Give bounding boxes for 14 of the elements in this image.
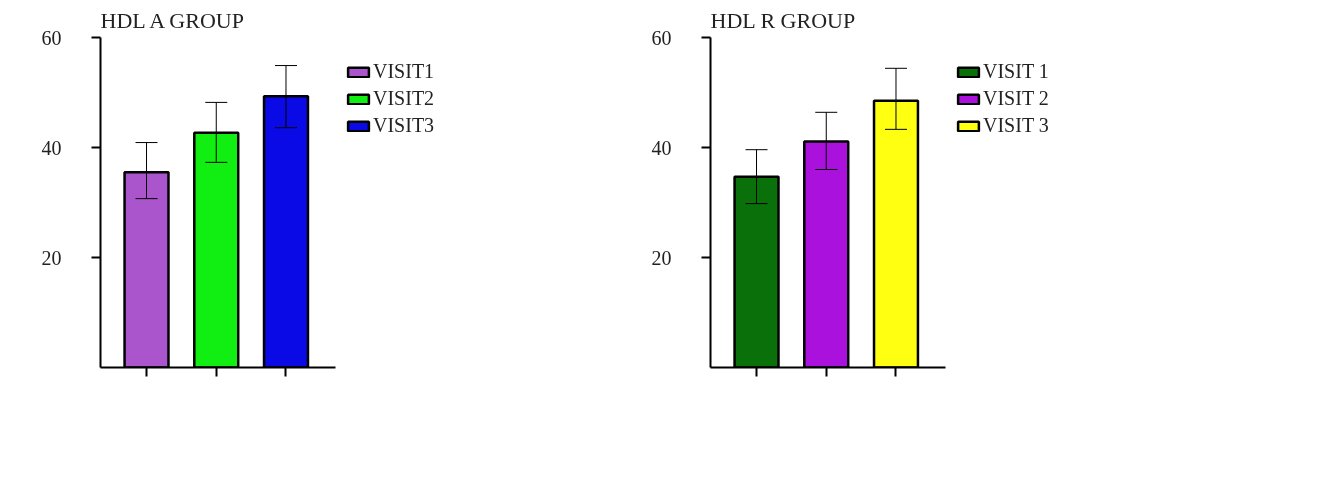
- y-tick-label: 20: [41, 246, 62, 269]
- legend-label: VISIT2: [373, 87, 435, 110]
- y-tick-label: 40: [41, 136, 62, 159]
- y-tick-label: 60: [651, 26, 672, 49]
- chart-title: HDL R GROUP: [710, 7, 856, 33]
- legend-label: VISIT3: [373, 114, 435, 137]
- y-tick-label: 20: [651, 246, 672, 269]
- y-tick-label: 60: [41, 26, 62, 49]
- legend-label: VISIT 1: [983, 60, 1049, 83]
- legend-label: VISIT 3: [983, 114, 1049, 137]
- y-tick-label: 40: [651, 136, 672, 159]
- chart-title: HDL A GROUP: [100, 7, 244, 33]
- legend-label: VISIT1: [373, 60, 435, 83]
- legend-label: VISIT 2: [983, 87, 1049, 110]
